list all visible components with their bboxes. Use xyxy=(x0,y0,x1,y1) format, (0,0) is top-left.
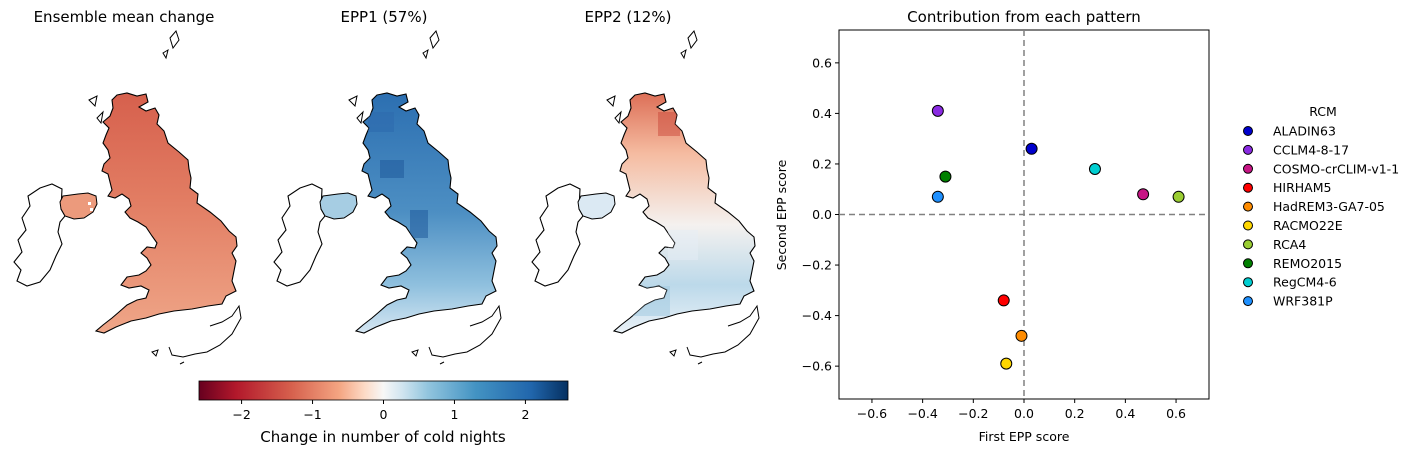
data-points xyxy=(931,104,1185,370)
x-tick-label: −0.2 xyxy=(958,406,988,421)
northern-ireland-shape xyxy=(59,192,98,220)
legend-label: COSMO-crCLIM-v1-1 xyxy=(1273,161,1399,176)
map3-title: EPP2 (12%) xyxy=(585,8,672,26)
colorbar-tick-label: 0 xyxy=(380,407,388,422)
y-ticks: −0.6 −0.4 −0.2 0.0 0.2 0.4 0.6 xyxy=(802,55,839,374)
point-wrf381p xyxy=(931,190,944,203)
colorbar-label: Change in number of cold nights xyxy=(260,428,506,446)
reference-lines xyxy=(839,30,1209,399)
colorbar-gradient xyxy=(198,380,569,401)
legend-marker xyxy=(1243,144,1253,155)
point-cosmo-crclim-v1-1 xyxy=(1137,188,1150,201)
x-tick-label: 0.2 xyxy=(1065,406,1085,421)
x-tick-label: −0.4 xyxy=(907,406,937,421)
y-tick-label: 0.6 xyxy=(812,55,832,70)
point-remo2015 xyxy=(939,170,952,183)
point-rca4 xyxy=(1172,190,1185,203)
y-axis-label: Second EPP score xyxy=(774,159,789,270)
y-tick-label: −0.6 xyxy=(802,359,832,374)
y-tick-label: −0.4 xyxy=(802,308,832,323)
legend-label: HadREM3-GA7-05 xyxy=(1273,199,1385,214)
x-tick-label: −0.6 xyxy=(857,406,887,421)
legend-label: RCA4 xyxy=(1273,237,1306,252)
colorbar-ticks: −2 −1 0 1 2 xyxy=(232,400,529,422)
colorbar-tick-label: 2 xyxy=(521,407,529,422)
northern-ireland-shape xyxy=(577,192,616,220)
legend-marker xyxy=(1243,258,1253,269)
colorbar-tick-label: −2 xyxy=(232,407,250,422)
x-ticks: −0.6 −0.4 −0.2 0.0 0.2 0.4 0.6 xyxy=(857,399,1186,421)
point-regcm4-6 xyxy=(1088,163,1101,176)
map1-title: Ensemble mean change xyxy=(34,8,215,26)
legend-marker xyxy=(1243,201,1253,212)
legend-label: RegCM4-6 xyxy=(1273,275,1337,290)
legend-marker xyxy=(1243,182,1253,193)
legend-title: RCM xyxy=(1309,104,1337,119)
great-britain-shape xyxy=(95,92,238,334)
legend-marker xyxy=(1243,126,1253,136)
map2-title: EPP1 (57%) xyxy=(341,8,428,26)
point-hadrem3-ga7-05 xyxy=(1015,329,1028,342)
legend-marker xyxy=(1243,277,1253,288)
legend-label: RACMO22E xyxy=(1273,218,1343,233)
x-tick-label: 0.4 xyxy=(1115,406,1135,421)
colorbar-tick-label: 1 xyxy=(450,407,458,422)
legend-label: HIRHAM5 xyxy=(1273,180,1331,195)
x-axis-label: First EPP score xyxy=(979,429,1070,444)
y-tick-label: 0.4 xyxy=(812,106,832,121)
chart-title: Contribution from each pattern xyxy=(907,8,1141,26)
colorbar-tick-label: −1 xyxy=(303,407,321,422)
legend-label: WRF381P xyxy=(1273,294,1333,309)
x-tick-label: 0.0 xyxy=(1014,406,1034,421)
ireland-outline xyxy=(13,183,66,287)
northern-ireland-shape xyxy=(319,192,358,220)
legend-label: ALADIN63 xyxy=(1273,124,1336,139)
ireland-outline xyxy=(531,183,584,287)
y-tick-label: −0.2 xyxy=(802,258,832,273)
point-hirham5 xyxy=(997,294,1010,307)
point-cclm4-8-17 xyxy=(931,104,944,117)
y-tick-label: 0.0 xyxy=(812,207,832,222)
map-epp2 xyxy=(531,30,760,365)
map-epp1 xyxy=(273,30,502,365)
scatter-plot: −0.6 −0.4 −0.2 0.0 0.2 0.4 0.6 −0.6 −0.4 −0.2 0.0… xyxy=(802,29,1210,421)
legend-marker xyxy=(1243,239,1253,250)
legend-label: CCLM4-8-17 xyxy=(1273,142,1349,157)
legend-marker xyxy=(1243,220,1253,231)
legend: RCM ALADIN63 CCLM4-8-17 COSMO-crCLIM-v1-1 H… xyxy=(1243,104,1399,309)
legend-marker xyxy=(1243,163,1253,174)
legend-marker xyxy=(1243,296,1253,307)
x-tick-label: 0.6 xyxy=(1166,406,1186,421)
y-tick-label: 0.2 xyxy=(812,156,832,171)
colorbar: −2 −1 0 1 2 Change in number of cold nights xyxy=(198,380,569,446)
legend-label: REMO2015 xyxy=(1273,256,1342,271)
great-britain-shape xyxy=(613,92,756,334)
map-ensemble-mean xyxy=(13,30,242,365)
ireland-outline xyxy=(273,183,326,287)
point-racmo22e xyxy=(1000,357,1013,370)
point-aladin63 xyxy=(1025,142,1038,155)
